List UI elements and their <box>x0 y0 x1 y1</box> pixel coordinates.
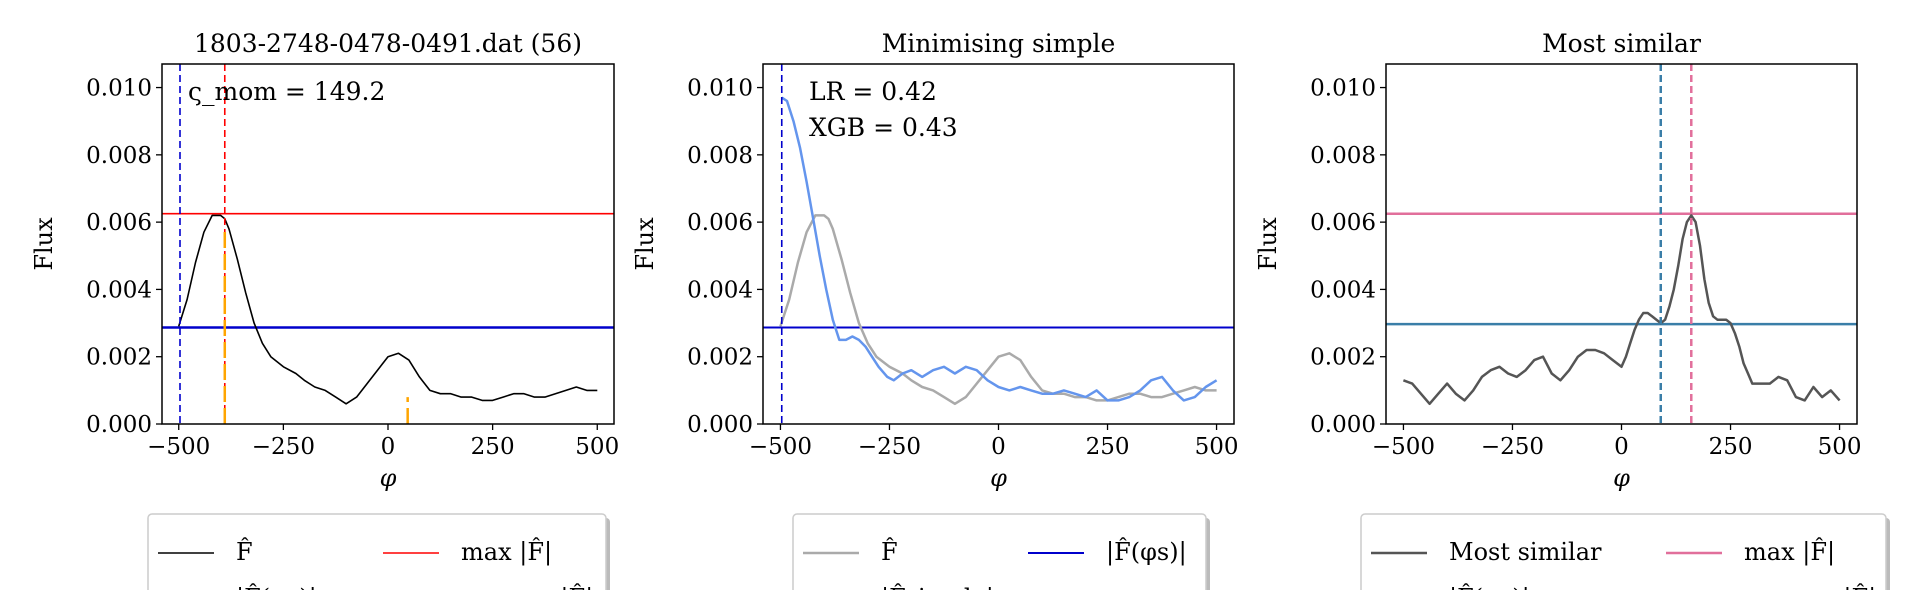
x-tick-label: −500 <box>749 434 812 460</box>
panel-most-similar: Most similar −500 −250 0 250 500 0.000 0.002 0.… <box>1254 29 1890 590</box>
series-line-0 <box>779 214 1217 406</box>
x-axis-label: φ <box>380 464 397 492</box>
plot-area <box>162 64 614 424</box>
y-tick-label: 0.008 <box>86 143 152 169</box>
axes-frame <box>161 63 615 425</box>
y-tick-label: 0.002 <box>687 345 753 371</box>
legend-box <box>1360 513 1887 590</box>
legend-label-0: F̂ <box>881 538 898 566</box>
x-tick-label: 0 <box>1614 434 1629 460</box>
y-tick-label: 0.008 <box>687 143 753 169</box>
x-tick-label: −500 <box>1372 434 1435 460</box>
y-tick-label: 0.006 <box>1310 210 1376 236</box>
x-tick-label: 500 <box>575 434 619 460</box>
y-tick-label: 0.004 <box>86 277 152 303</box>
x-tick-label: 250 <box>471 434 515 460</box>
axes-frame <box>1385 63 1858 425</box>
y-tick-label: 0.004 <box>1310 277 1376 303</box>
x-tick-label: −250 <box>1481 434 1544 460</box>
y-tick-label: 0.010 <box>1310 76 1376 102</box>
annotation-text: XGB = 0.43 <box>809 113 958 142</box>
x-tick-label: −250 <box>858 434 921 460</box>
y-axis-label: Flux <box>1254 217 1282 271</box>
panel-1803-dat: 1803-2748-0478-0491.dat (56) −500 −250 0 25… <box>30 29 619 590</box>
series-line-0 <box>177 214 598 405</box>
y-tick-label: 0.010 <box>687 76 753 102</box>
x-tick-label: 500 <box>1818 434 1862 460</box>
y-tick-label: 0.006 <box>687 210 753 236</box>
x-tick-label: −250 <box>252 434 315 460</box>
legend-label-2: |F̂(φs)| <box>1449 584 1530 590</box>
legend-label-1: max |F̂| <box>1744 538 1835 567</box>
legend-label-0: F̂ <box>236 538 253 566</box>
y-tick-label: 0.008 <box>1310 143 1376 169</box>
x-tick-label: −500 <box>147 434 210 460</box>
annotation-text: LR = 0.42 <box>809 77 937 106</box>
panel-title: Minimising simple <box>882 29 1116 58</box>
annotation-text: ς_mom = 149.2 <box>188 77 385 106</box>
y-tick-label: 0.006 <box>86 210 152 236</box>
y-tick-label: 0.010 <box>86 76 152 102</box>
y-tick-label: 0.002 <box>1310 345 1376 371</box>
legend-label-3: φs <box>1106 584 1135 590</box>
x-axis-label: φ <box>990 464 1007 492</box>
x-tick-label: 0 <box>991 434 1006 460</box>
x-tick-label: 250 <box>1086 434 1130 460</box>
plot-area <box>763 64 1234 424</box>
legend-box <box>792 513 1207 590</box>
plot-area <box>1386 64 1857 424</box>
y-tick-label: 0.004 <box>687 277 753 303</box>
panel-title: 1803-2748-0478-0491.dat (56) <box>194 29 582 58</box>
panel-title: Most similar <box>1542 29 1701 58</box>
panel-minimising-simple: Minimising simple −500 −250 0 250 500 0.000 0.… <box>631 29 1239 590</box>
series-line-1 <box>781 96 1218 402</box>
legend-label-1: |F̂(φs)| <box>1106 538 1187 567</box>
x-axis-label: φ <box>1613 464 1630 492</box>
y-tick-label: 0.000 <box>86 412 152 438</box>
legend-box <box>147 513 607 590</box>
legend-label-2: |F̂(φs)| <box>236 584 317 590</box>
legend-label-1: max |F̂| <box>461 538 552 567</box>
x-tick-label: 500 <box>1195 434 1239 460</box>
series-line-0 <box>1402 214 1841 406</box>
legend-label-2: |F̂simple| <box>881 584 994 590</box>
legend-label-3: argmax |F̂| <box>1744 584 1876 590</box>
y-tick-label: 0.000 <box>1310 412 1376 438</box>
y-axis-label: Flux <box>631 217 659 271</box>
y-tick-label: 0.002 <box>86 345 152 371</box>
x-tick-label: 250 <box>1709 434 1753 460</box>
x-tick-label: 0 <box>381 434 396 460</box>
legend-label-3: argmax |F̂| <box>461 584 593 590</box>
legend-label-0: Most similar <box>1449 538 1602 566</box>
y-axis-label: Flux <box>30 217 58 271</box>
y-tick-label: 0.000 <box>687 412 753 438</box>
